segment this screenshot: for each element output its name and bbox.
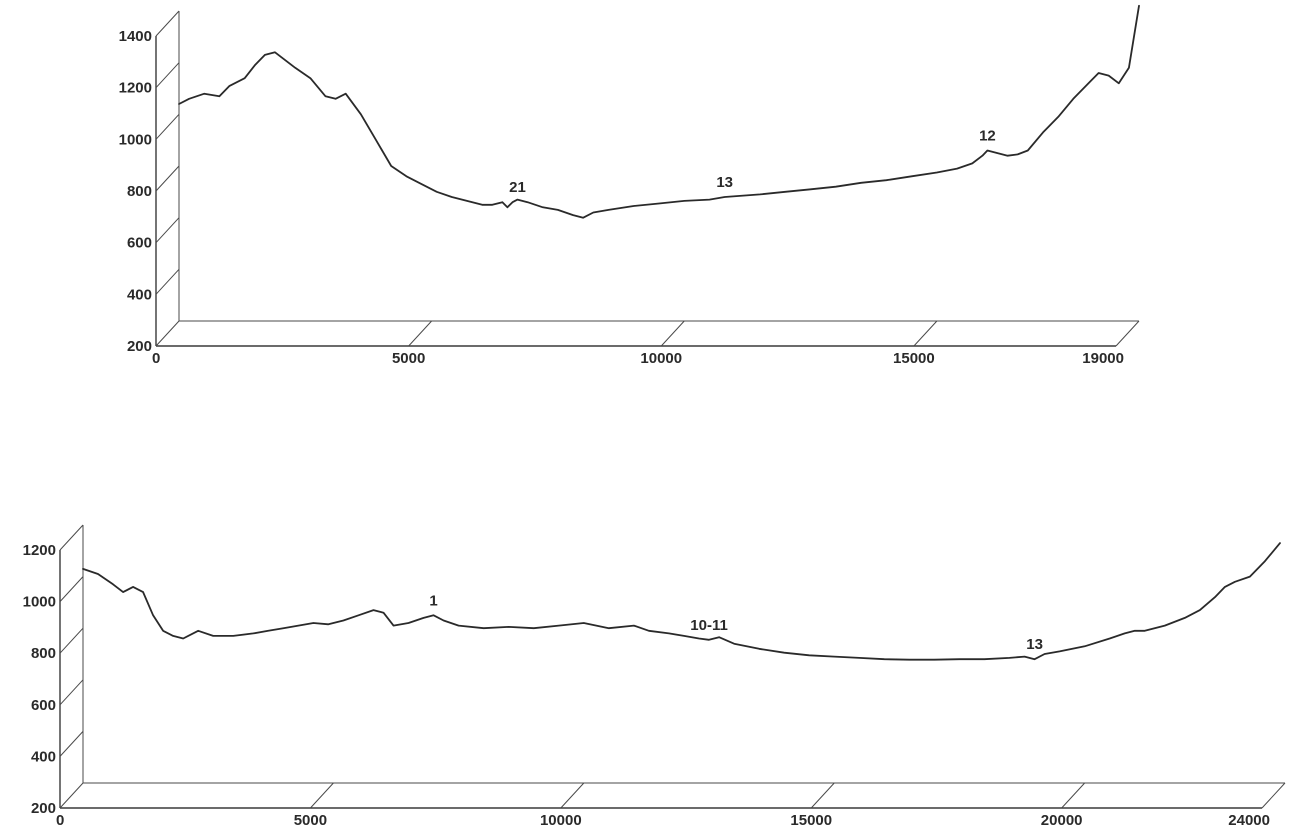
x-tick-connector [310, 782, 334, 809]
chart-panel-2: 200 400 600 800 1000 1200 0 5000 10000 15000 20000… [23, 524, 1286, 829]
x-axis-end-connector [1115, 320, 1140, 347]
profile-annotation-label: 10-11 [690, 617, 728, 634]
y-tick-label: 200 [127, 338, 152, 355]
x-tick-label: 0 [152, 350, 160, 367]
x-tick-label: 10000 [640, 350, 682, 367]
y-tick-connector [59, 731, 84, 757]
y-tick-label: 1200 [23, 542, 56, 559]
profile-annotation-label: 21 [509, 179, 526, 196]
y-tick-label: 600 [31, 697, 56, 714]
x-tick-label: 19000 [1082, 350, 1124, 367]
chart-panel-1: 200 400 600 800 1000 1200 1400 0 5000 10000 15000 1… [119, 4, 1140, 367]
x-tick-label: 15000 [893, 350, 935, 367]
profile-annotation-label: 1 [429, 592, 437, 609]
x-tick-label: 0 [56, 812, 64, 829]
y-tick-label: 1000 [23, 594, 56, 611]
y-tick-connector [59, 524, 84, 551]
y-tick-label: 400 [31, 748, 56, 765]
y-tick-connector [155, 113, 180, 140]
y-tick-connector [155, 165, 180, 192]
y-tick-connector [155, 10, 180, 37]
x-tick-label: 24000 [1228, 812, 1270, 829]
y-tick-connector [59, 627, 84, 654]
y-tick-connector [59, 679, 84, 706]
y-tick-connector [59, 782, 84, 809]
y-tick-connector [59, 576, 84, 602]
profile-series-line [178, 4, 1140, 219]
profile-annotation-label: 12 [979, 128, 996, 145]
x-tick-connector [408, 320, 432, 347]
y-tick-label: 200 [31, 800, 56, 817]
x-axis-end-connector [1261, 782, 1286, 809]
y-tick-connector [155, 268, 180, 295]
profile-annotation-label: 13 [716, 174, 733, 191]
x-tick-connector [1061, 782, 1086, 809]
y-tick-connector [155, 217, 180, 244]
profile-annotation-label: 13 [1026, 636, 1043, 653]
x-tick-connector [560, 782, 585, 809]
y-tick-label: 1000 [119, 131, 152, 148]
y-tick-connector [155, 320, 180, 347]
y-tick-label: 1400 [119, 28, 152, 45]
y-tick-connector [155, 62, 180, 89]
y-tick-label: 1200 [119, 80, 152, 97]
x-tick-label: 20000 [1041, 812, 1083, 829]
profile-series-line [82, 542, 1281, 661]
x-tick-label: 5000 [392, 350, 425, 367]
y-tick-label: 600 [127, 235, 152, 252]
x-tick-label: 15000 [790, 812, 832, 829]
x-tick-connector [660, 320, 685, 347]
y-tick-label: 800 [31, 645, 56, 662]
x-tick-label: 10000 [540, 812, 582, 829]
x-tick-connector [810, 782, 835, 809]
y-tick-label: 800 [127, 183, 152, 200]
x-tick-connector [913, 320, 938, 347]
x-tick-label: 5000 [294, 812, 327, 829]
y-tick-label: 400 [127, 286, 152, 303]
